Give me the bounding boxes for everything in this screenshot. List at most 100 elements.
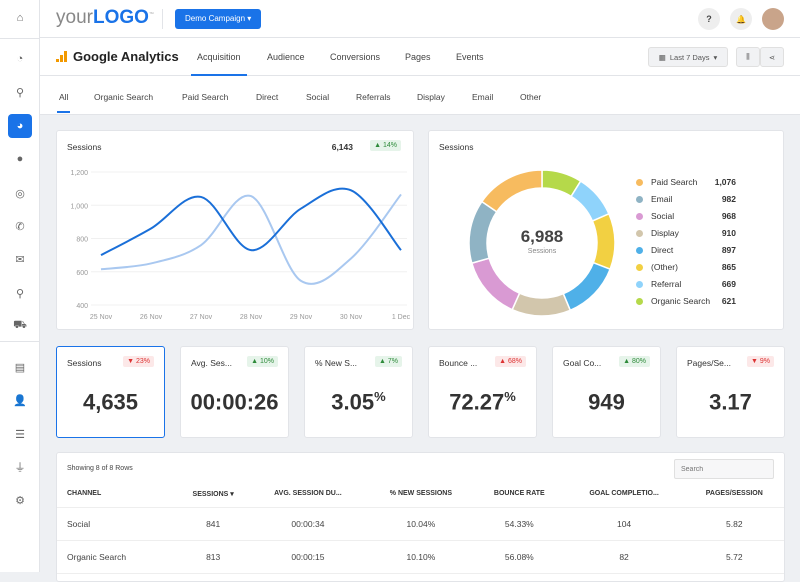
kpi-card[interactable]: % New S... ▲ 7% 3.05% [304,346,413,438]
y-tick-label: 1,200 [70,170,88,177]
subtab-other[interactable]: Other [520,92,542,102]
y-tick-label: 1,000 [70,203,88,210]
x-tick-label: 26 Nov [140,314,163,321]
logo-tm: ™ [148,11,154,18]
column-header[interactable]: SESSIONS ▾ [177,481,250,508]
subtab-email[interactable]: Email [472,92,494,102]
legend-dot [636,195,643,203]
subtab-paid-search[interactable]: Paid Search [182,92,229,102]
legend-value: 982 [721,194,736,204]
pie-chart-icon[interactable]: ◕ [8,114,32,138]
kpi-value-suffix: % [374,389,386,404]
avatar[interactable] [762,8,784,30]
column-header[interactable]: % NEW SESSIONS [366,481,476,508]
series-line [100,193,402,285]
kpi-value-suffix: % [504,389,516,404]
subtab-referrals[interactable]: Referrals [356,92,391,102]
cart-icon[interactable]: ⛟ [13,319,27,331]
home-icon[interactable]: ⌂ [16,12,24,24]
kpi-value: 949 [553,389,660,415]
kpi-value-number: 3.05 [331,389,375,415]
filter-button[interactable]: ⫼ [736,47,760,67]
logo[interactable]: yourLOGO™ [56,7,154,29]
legend-item: Social 968 [636,211,736,221]
subtab-display[interactable]: Display [417,92,445,102]
sidebar-divider [0,341,40,342]
chat-icon[interactable]: ● [16,153,24,165]
date-range-dropdown[interactable]: ▦ Last 7 Days ▾ [648,47,728,67]
table-cell: 841 [177,507,250,541]
table-cell: 82 [563,540,685,574]
kpi-label: Pages/Se... [687,358,731,368]
legend-dot [636,246,643,254]
campaign-dropdown[interactable]: Demo Campaign ▾ [175,9,262,29]
subtab-organic-search[interactable]: Organic Search [94,92,154,102]
y-tick-label: 400 [76,303,88,310]
kpi-value-number: 4,635 [82,389,139,415]
column-header[interactable]: PAGES/SESSION [684,481,784,508]
settings-icon[interactable]: ⚙ [15,494,25,507]
dashboard-icon[interactable]: ◔ [16,53,24,65]
legend-item: Organic Search 621 [636,296,736,306]
kpi-label: Goal Co... [563,358,602,368]
target-icon[interactable]: ◎ [15,187,25,200]
legend-label: Social [651,211,675,221]
kpi-card[interactable]: Pages/Se... ▼ 9% 3.17 [676,346,785,438]
tab-audience[interactable]: Audience [267,52,305,62]
column-header[interactable]: AVG. SESSION DU... [249,481,367,508]
donut-slice [591,212,616,271]
kpi-change-badge: ▲ 80% [619,356,650,367]
tab-pages[interactable]: Pages [405,52,431,62]
table-search-input[interactable] [674,459,774,479]
legend-value: 910 [721,228,736,238]
page-title: Google Analytics [56,49,179,64]
plug-icon[interactable]: ⏚ [14,462,26,474]
kpi-value-number: 00:00:26 [190,389,279,415]
sidebar-divider [0,38,40,39]
table-row[interactable]: Social 841 00:00:34 10.04% 54.33% 104 5.82 [57,507,784,541]
table-cell: Social [57,507,178,541]
tab-acquisition[interactable]: Acquisition [191,52,247,76]
column-header[interactable]: GOAL COMPLETIO... [563,481,685,508]
help-icon[interactable]: ? [698,8,720,30]
tab-events[interactable]: Events [456,52,484,62]
kpi-value: 3.17 [677,389,784,415]
x-tick-label: 29 Nov [290,314,313,321]
tab-conversions[interactable]: Conversions [330,52,381,62]
legend-label: Paid Search [651,177,698,187]
column-header[interactable]: CHANNEL [57,481,178,508]
search-icon[interactable]: ⚲ [15,86,25,99]
map-pin-icon[interactable]: ⚲ [15,287,25,300]
share-icon: ⋖ [768,52,776,62]
subtab-direct[interactable]: Direct [256,92,279,102]
kpi-label: Bounce ... [439,358,478,368]
table-row[interactable]: Organic Search 813 00:00:15 10.10% 56.08% 82 5… [57,540,784,574]
bell-icon[interactable]: 🔔 [730,8,752,30]
table-cell: 00:00:34 [249,507,367,541]
kpi-card[interactable]: Avg. Ses... ▲ 10% 00:00:26 [180,346,289,438]
donut-slice [480,169,543,213]
legend-item: Display 910 [636,228,736,238]
mail-icon[interactable]: ✉ [15,253,25,266]
kpi-label: Sessions [67,358,102,368]
donut-slice [570,180,610,223]
subtab-all[interactable]: All [56,92,72,113]
kpi-card[interactable]: Goal Co... ▲ 80% 949 [552,346,661,438]
kpi-change-badge: ▼ 9% [747,356,774,367]
table-cell: Organic Search [57,540,178,574]
kpi-card[interactable]: Bounce ... ▲ 68% 72.27% [428,346,537,438]
kpi-card[interactable]: Sessions ▼ 23% 4,635 [56,346,165,438]
table-cell: 10.10% [366,540,476,574]
share-button[interactable]: ⋖ [760,47,784,67]
user-icon[interactable]: 👤 [13,394,27,407]
subtab-social[interactable]: Social [306,92,330,102]
series-line [100,187,402,257]
x-tick-label: 30 Nov [340,314,363,321]
donut-chart [468,169,616,317]
phone-icon[interactable]: ✆ [15,220,25,233]
legend-value: 865 [721,262,736,272]
column-header[interactable]: BOUNCE RATE [475,481,564,508]
report-icon[interactable]: ▤ [14,361,26,374]
list-icon[interactable]: ☰ [15,428,25,441]
